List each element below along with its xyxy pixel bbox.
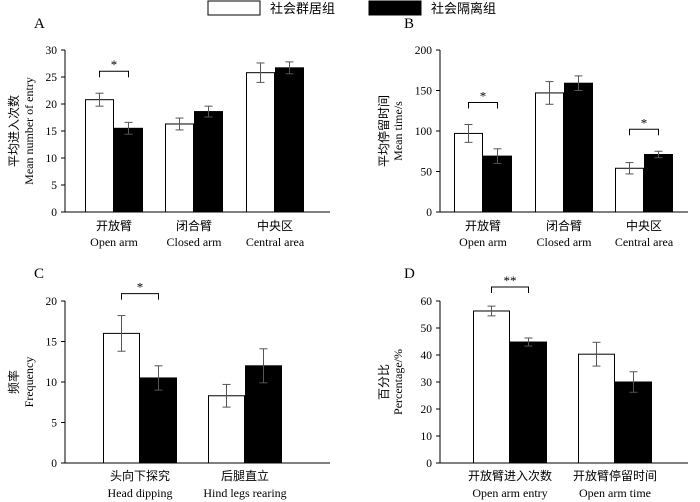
y-tick-label-a: 25 [46, 72, 58, 84]
category-label-en-c: Head dipping [108, 486, 173, 500]
category-label-cn-b: 闭合臂 [546, 218, 582, 233]
significance-bracket-d [491, 286, 529, 293]
panel-label-a: A [34, 16, 45, 32]
category-label-cn-d: 开放臂停留时间 [573, 468, 657, 483]
bar-d-group-housed [473, 310, 510, 464]
significance-star-c: * [137, 280, 144, 295]
category-label-cn-a: 中央区 [257, 218, 293, 233]
category-label-en-b: Open arm [459, 235, 507, 249]
y-axis-label-en-d: Percentage/% [391, 349, 405, 415]
y-tick-label-a: 5 [51, 180, 57, 192]
y-tick-label-c: 5 [51, 418, 57, 430]
panel-label-d: D [404, 266, 415, 282]
y-tick-label-d: 40 [421, 350, 433, 362]
bar-b-isolated [564, 82, 593, 213]
category-label-en-a: Open arm [90, 235, 138, 249]
y-tick-label-c: 0 [51, 458, 57, 470]
significance-bracket-c [121, 293, 159, 300]
y-tick-label-a: 20 [46, 99, 58, 111]
bar-a-isolated [194, 111, 223, 213]
bar-a-group-housed [85, 99, 114, 213]
category-label-en-d: Open arm entry [472, 486, 547, 500]
bar-c-group-housed [103, 332, 140, 464]
category-label-cn-c: 头向下探究 [110, 468, 170, 483]
y-tick-label-b: 0 [426, 207, 432, 219]
y-tick-label-b: 100 [415, 126, 433, 138]
y-tick-label-b: 50 [421, 167, 433, 179]
y-tick-label-d: 30 [421, 377, 433, 389]
bar-a-group-housed [246, 72, 275, 213]
category-label-en-c: Hind legs rearing [203, 486, 286, 500]
y-axis-label-cn-a: 平均进入次数 [6, 95, 21, 167]
legend: 社会群居组 社会隔离组 [207, 0, 496, 16]
significance-star-b: * [480, 89, 487, 104]
bar-b-isolated [483, 155, 512, 213]
significance-star-a: * [111, 57, 118, 72]
category-label-cn-b: 中央区 [626, 218, 662, 233]
y-axis-label-cn-b: 平均停留时间 [376, 95, 391, 167]
bar-b-group-housed [615, 167, 644, 213]
y-axis-label-cn-d: 百分比 [377, 364, 391, 400]
legend-swatch-isolated [368, 0, 422, 16]
legend-label-isolated: 社会隔离组 [431, 1, 496, 16]
y-tick-label-d: 60 [421, 296, 433, 308]
y-tick-label-d: 50 [421, 323, 433, 335]
category-label-cn-a: 开放臂 [96, 218, 132, 233]
y-tick-label-c: 10 [46, 377, 58, 389]
y-tick-label-c: 20 [46, 296, 58, 308]
bar-c-isolated [140, 377, 177, 464]
y-tick-label-a: 10 [46, 153, 58, 165]
y-tick-label-d: 20 [421, 404, 433, 416]
bar-b-group-housed [454, 132, 483, 213]
y-tick-label-a: 0 [51, 207, 57, 219]
y-tick-label-d: 10 [421, 431, 433, 443]
y-tick-label-b: 200 [415, 45, 433, 57]
panel-label-b: B [404, 16, 414, 32]
y-axis-label-cn-c: 频率 [6, 370, 21, 394]
category-label-cn-b: 开放臂 [465, 218, 501, 233]
y-tick-label-a: 15 [46, 126, 58, 138]
bar-d-group-housed [578, 353, 615, 464]
panel-d: D 0 10 20 30 40 50 60 百分比 Percentage/% 开放臂进入次数 Open… [377, 266, 688, 500]
significance-bracket-b [468, 102, 498, 109]
category-label-en-a: Closed arm [167, 235, 223, 249]
y-tick-label-a: 30 [46, 45, 58, 57]
legend-swatch-group-housed [207, 0, 261, 16]
y-axis-label-en-b: Mean time/s [391, 101, 405, 161]
bar-d-isolated [615, 381, 652, 464]
legend-label-group-housed: 社会群居组 [270, 1, 335, 16]
y-axis-label-en-c: Frequency [22, 357, 36, 408]
bar-a-group-housed [165, 123, 194, 213]
significance-star-d: ** [504, 273, 517, 288]
y-tick-label-b: 150 [415, 86, 433, 98]
category-label-cn-d: 开放臂进入次数 [468, 468, 552, 483]
panel-label-c: C [34, 266, 44, 282]
bar-b-group-housed [535, 92, 564, 213]
category-label-en-b: Closed arm [537, 235, 593, 249]
category-label-en-a: Central area [246, 235, 305, 249]
category-label-en-d: Open arm time [579, 486, 651, 500]
bar-a-isolated [114, 127, 143, 213]
y-axis-label-en-a: Mean number of entry [22, 77, 36, 185]
significance-bracket-b [629, 128, 659, 136]
panel-b: B 0 50 100 150 200 平均停留时间 Mean time/s 开放臂 Open ar… [376, 16, 688, 249]
panel-c: C 0 5 10 15 20 频率 Frequency 头向下探究 Head dipping 后腿直… [6, 266, 330, 500]
bar-b-isolated [644, 153, 673, 213]
y-tick-label-c: 15 [46, 337, 58, 349]
panel-a: A 0 5 10 15 20 25 30 平均进入次数 Mean number of entry 开… [6, 16, 330, 249]
significance-star-b: * [641, 115, 648, 130]
bar-d-isolated [510, 341, 547, 464]
significance-bracket-a [99, 70, 129, 78]
category-label-cn-a: 闭合臂 [176, 218, 212, 233]
bar-a-isolated [275, 67, 304, 213]
category-label-en-b: Central area [615, 235, 674, 249]
y-tick-label-d: 0 [426, 458, 432, 470]
category-label-cn-c: 后腿直立 [221, 468, 269, 483]
